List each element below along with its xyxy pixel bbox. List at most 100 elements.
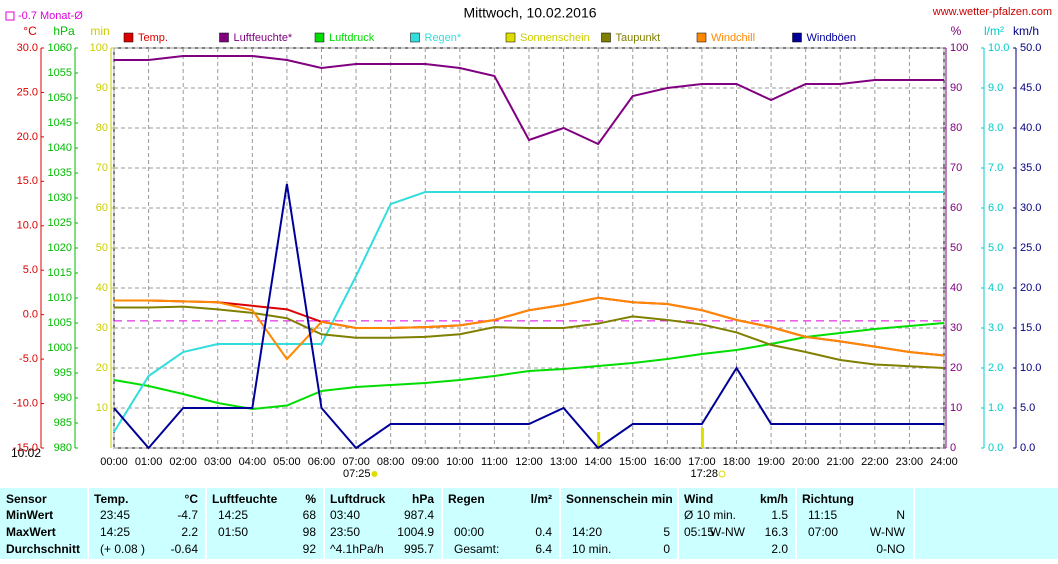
series-line <box>114 296 945 361</box>
stats-cell: 92 <box>303 542 317 556</box>
time-stamp: 10:02 <box>11 446 41 460</box>
tick-label: 30 <box>96 322 108 334</box>
stats-cell: 10 min. <box>572 542 611 556</box>
legend-swatch <box>601 32 611 43</box>
tick-label: 980 <box>54 442 72 454</box>
x-tick-label: 08:00 <box>377 456 405 468</box>
stats-header: Sensor <box>6 492 47 506</box>
x-tick-label: 05:00 <box>273 456 301 468</box>
chart-title: Mittwoch, 10.02.2016 <box>463 5 596 21</box>
tick-label: 985 <box>54 417 72 429</box>
tick-label: 1020 <box>48 242 72 254</box>
tick-label: 25.0 <box>1020 242 1041 254</box>
stats-cell: 0-NO <box>876 542 905 556</box>
stats-cell: 987.4 <box>404 508 434 522</box>
x-tick-label: 17:00 <box>688 456 716 468</box>
tick-label: 5.0 <box>1020 402 1035 414</box>
stats-header: km/h <box>760 492 788 506</box>
x-tick-label: 07:00 <box>342 456 370 468</box>
x-tick-label: 18:00 <box>723 456 751 468</box>
tick-label: 1005 <box>48 317 72 329</box>
legend-swatch <box>792 32 802 43</box>
x-tick-label: 02:00 <box>169 456 197 468</box>
sunrise-icon <box>371 471 378 477</box>
series-line <box>113 191 944 433</box>
series-line <box>113 183 944 450</box>
legend-swatch <box>505 32 516 43</box>
tick-label: 1000 <box>48 342 72 354</box>
tick-label: 80 <box>96 122 108 134</box>
legend-swatch <box>123 32 134 43</box>
sun-bar <box>700 428 704 448</box>
sunrise: 07:25 <box>343 468 371 480</box>
tick-label: 4.0 <box>988 282 1003 294</box>
stats-cell: 0.4 <box>535 525 552 539</box>
x-tick-label: 00:00 <box>100 456 128 468</box>
stats-cell: MaxWert <box>6 525 56 539</box>
stats-cell: ^4.1hPa/h <box>330 542 384 556</box>
sunset: 17:28 <box>691 468 719 480</box>
tick-label: 9.0 <box>988 82 1003 94</box>
tick-label: 35.0 <box>1020 162 1041 174</box>
axis-unit: °C <box>23 24 37 38</box>
tick-label: 0.0 <box>988 442 1003 454</box>
x-tick-label: 11:00 <box>481 456 508 468</box>
tick-label: 995 <box>54 367 72 379</box>
tick-label: 1045 <box>48 117 72 129</box>
stats-header: Richtung <box>802 492 854 506</box>
stats-cell: 14:20 <box>572 525 602 539</box>
tick-label: 0.0 <box>1020 442 1035 454</box>
tick-label: 90 <box>96 82 108 94</box>
stats-cell: 03:40 <box>330 508 360 522</box>
stats-cell: 16.3 <box>765 525 789 539</box>
stats-cell: 0 <box>663 542 670 556</box>
legend-label: Temp. <box>138 32 168 44</box>
stats-cell: Ø 10 min. <box>684 508 736 522</box>
tick-label: 20 <box>950 362 962 374</box>
axis-unit: km/h <box>1013 24 1039 38</box>
tick-label: 60 <box>96 202 108 214</box>
tick-label: 1040 <box>48 142 72 154</box>
stats-cell: 68 <box>303 508 317 522</box>
x-tick-label: 09:00 <box>411 456 439 468</box>
tick-label: 15.0 <box>17 175 38 187</box>
month-avg-icon <box>5 11 15 21</box>
tick-label: 2.0 <box>988 362 1003 374</box>
tick-label: 0.0 <box>23 309 38 321</box>
stats-cell: Gesamt: <box>454 542 499 556</box>
x-tick-label: 04:00 <box>239 456 267 468</box>
stats-header: Wind <box>684 492 713 506</box>
stats-header: Sonnenschein min <box>566 492 673 506</box>
x-tick-label: 20:00 <box>792 456 820 468</box>
tick-label: 50.0 <box>1020 42 1041 54</box>
tick-label: 1035 <box>48 167 72 179</box>
legend-label: Windböen <box>807 32 857 44</box>
tick-label: 20.0 <box>17 131 38 143</box>
stats-cell: N <box>896 508 905 522</box>
legend-swatch <box>219 32 229 43</box>
tick-label: 1030 <box>48 192 72 204</box>
x-tick-label: 15:00 <box>619 456 647 468</box>
tick-label: 45.0 <box>1020 82 1041 94</box>
tick-label: 80 <box>950 122 962 134</box>
stats-cell: 6.4 <box>535 542 552 556</box>
legend-swatch <box>314 32 325 43</box>
stats-header: l/m² <box>531 492 552 506</box>
tick-label: 20 <box>96 362 108 374</box>
stats-cell: 1.5 <box>771 508 788 522</box>
tick-label: 1015 <box>48 267 72 279</box>
stats-cell: W-NW <box>870 525 906 539</box>
x-tick-label: 19:00 <box>757 456 785 468</box>
x-tick-label: 06:00 <box>308 456 336 468</box>
x-tick-label: 23:00 <box>896 456 924 468</box>
stats-header: Regen <box>448 492 485 506</box>
tick-label: 3.0 <box>988 322 1003 334</box>
tick-label: 50 <box>96 242 108 254</box>
legend-swatch <box>696 32 707 43</box>
legend-label: Regen* <box>425 32 462 44</box>
tick-label: 30 <box>950 322 962 334</box>
tick-label: 1025 <box>48 217 72 229</box>
tick-label: -15.0 <box>13 442 38 454</box>
stats-table: Sensor Temp. °C Luftfeuchte% Luftdruck hPa Reg… <box>0 488 1058 559</box>
tick-label: 100 <box>90 42 108 54</box>
